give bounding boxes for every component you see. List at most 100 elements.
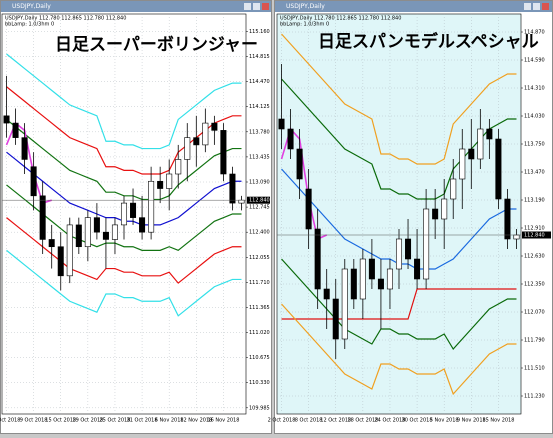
candle-body — [432, 208, 439, 220]
candle-body — [57, 246, 64, 277]
y-tick-label: 111.510 — [524, 366, 545, 372]
x-tick-label: 15 Nov 2018 — [482, 418, 514, 424]
y-tick-label: 114.590 — [524, 58, 545, 64]
plot-area — [276, 13, 522, 415]
x-tick-label: 15 Oct 2018 — [45, 418, 76, 424]
candle-body — [377, 278, 384, 290]
price-label: 112.840 — [524, 233, 545, 239]
minimize-button[interactable] — [244, 3, 251, 10]
candle-body — [341, 268, 348, 340]
candle-body — [184, 137, 191, 160]
indicator-line — [6, 118, 242, 201]
indicator-line — [281, 303, 517, 396]
candle-body — [441, 198, 448, 220]
candle-body — [278, 118, 285, 130]
x-tick-label: 8 Oct 2018 — [295, 418, 323, 424]
candle-body — [157, 180, 164, 189]
y-tick-label: 112.400 — [249, 230, 270, 236]
candle-body — [48, 239, 55, 248]
candle-body — [148, 180, 155, 233]
maximize-button[interactable] — [253, 3, 260, 10]
candle-body — [66, 224, 73, 277]
x-tick-label: 16 Nov 2018 — [207, 418, 239, 424]
y-tick-label: 113.435 — [249, 154, 270, 160]
candle-body — [30, 166, 37, 197]
indicator-label: bbLamp: 1.0/3hm 0 — [280, 22, 329, 28]
x-tick-label: 25 Oct 2018 — [100, 418, 131, 424]
y-tick-label: 109.985 — [249, 405, 270, 411]
indicator-line — [6, 53, 242, 150]
candle-body — [386, 268, 393, 290]
y-tick-label: 111.790 — [524, 338, 545, 344]
indicator-line — [281, 288, 517, 320]
candle-body — [211, 122, 218, 131]
title-bar — [1, 1, 271, 12]
x-tick-label: 9 Oct 2018 — [20, 418, 48, 424]
candle-body — [130, 202, 137, 218]
candle-body — [513, 234, 520, 240]
candle-body — [220, 130, 227, 175]
candle-body — [350, 268, 357, 300]
candle-body — [238, 199, 245, 204]
candle-body — [166, 173, 173, 189]
candle-body — [229, 173, 236, 204]
y-tick-label: 114.815 — [249, 54, 270, 60]
candle-body — [332, 298, 339, 340]
candle-body — [84, 217, 91, 248]
candle-body — [193, 137, 200, 146]
y-tick-label: 112.910 — [524, 226, 545, 232]
y-tick-label: 114.870 — [524, 30, 545, 36]
price-label: 112.840 — [249, 198, 270, 204]
candle-body — [111, 224, 118, 240]
y-tick-label: 110.330 — [249, 380, 270, 386]
chart-header: USDJPY,Daily 112.780 112.865 112.780 112… — [280, 16, 401, 22]
y-tick-label: 113.750 — [524, 142, 545, 148]
indicator-line — [6, 184, 242, 252]
y-tick-label: 111.230 — [524, 394, 545, 400]
candle-body — [93, 217, 100, 233]
indicator-line — [6, 86, 242, 175]
y-tick-label: 114.470 — [249, 79, 270, 85]
indicator-line — [281, 258, 517, 351]
y-tick-label: 110.675 — [249, 355, 270, 361]
y-tick-label: 113.190 — [524, 198, 545, 204]
candle-body — [368, 258, 375, 280]
x-tick-label: 31 Oct 2018 — [127, 418, 158, 424]
price-tag — [522, 231, 551, 239]
y-tick-label: 112.070 — [524, 310, 545, 316]
candle-body — [175, 159, 182, 175]
maximize-button[interactable] — [533, 3, 540, 10]
chart-title: 日足スーパーボリンジャー — [55, 35, 258, 55]
candle-body — [395, 238, 403, 270]
x-tick-label: 12 Nov 2018 — [180, 418, 212, 424]
candle-body — [468, 148, 475, 160]
candle-body — [12, 122, 19, 138]
price-tag — [247, 196, 270, 204]
y-tick-label: 113.090 — [249, 180, 270, 186]
x-tick-label: 9 Nov 2018 — [457, 418, 486, 424]
candle-body — [405, 238, 412, 260]
y-tick-label: 111.710 — [249, 280, 270, 286]
x-tick-label: 2 Oct 2018 — [268, 418, 296, 424]
window-title: USDJPY,Daily — [286, 3, 325, 10]
x-tick-label: 12 Oct 2018 — [320, 418, 351, 424]
x-tick-label: 19 Oct 2018 — [72, 418, 103, 424]
candle-body — [486, 128, 493, 140]
candle-body — [139, 217, 146, 233]
y-tick-label: 111.020 — [249, 330, 270, 336]
candle-body — [423, 208, 430, 280]
y-tick-label: 114.310 — [524, 86, 545, 92]
y-tick-label: 112.055 — [249, 255, 270, 261]
candle-body — [287, 128, 294, 150]
minimize-button[interactable] — [524, 3, 531, 10]
candle-body — [3, 115, 10, 124]
indicator-line — [6, 217, 242, 284]
candle-body — [21, 137, 28, 160]
candle-body — [323, 288, 330, 300]
y-tick-label: 113.470 — [524, 170, 545, 176]
candle-body — [477, 128, 484, 160]
close-button[interactable] — [542, 3, 549, 10]
close-button[interactable] — [262, 3, 269, 10]
y-tick-label: 114.125 — [249, 104, 270, 110]
